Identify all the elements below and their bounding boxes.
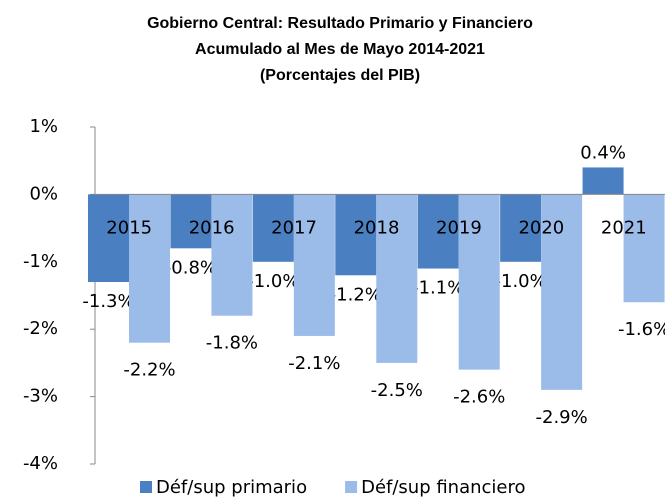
legend-label: Déf/sup financiero [361,477,525,498]
data-label: -2.5% [371,380,423,401]
x-tick-label: 2019 [436,217,482,238]
legend-swatch [345,481,358,493]
bar [417,194,459,269]
data-label: -2.9% [536,407,588,428]
chart-title: (Porcentajes del PIB) [260,67,420,84]
legend-swatch [140,481,152,493]
data-label: -1.3% [82,291,134,312]
y-tick-label: 0% [29,183,58,204]
y-tick-label: -3% [23,386,58,407]
bar [211,194,253,316]
data-label: -2.1% [288,353,340,374]
bar [541,194,583,390]
bar [170,194,212,249]
x-tick-label: 2020 [518,217,564,238]
y-tick-label: -4% [23,453,58,474]
x-tick-label: 2016 [189,217,235,238]
data-label: -1.2% [330,284,382,305]
bar [293,194,335,336]
data-label: 0.4% [580,142,626,163]
data-label: -2.2% [123,360,175,381]
legend-label: Déf/sup primario [156,477,307,498]
bar [335,194,377,276]
bar [582,167,624,195]
bar [88,194,129,283]
bar [252,194,294,262]
bar [376,194,418,363]
y-tick-label: -1% [23,251,58,272]
data-label: -1.8% [206,333,258,354]
x-tick-label: 2015 [106,217,152,238]
data-label: -1.0% [247,271,299,292]
data-label: -2.6% [453,387,505,408]
x-tick-label: 2017 [271,217,317,238]
y-tick-label: -2% [23,318,58,339]
x-tick-label: 2018 [354,217,400,238]
chart-title: Acumulado al Mes de Mayo 2014-2021 [195,41,485,58]
data-label: -1.0% [495,271,547,292]
bar [500,194,542,262]
data-label: -1.1% [412,278,464,299]
bar [458,194,500,370]
chart-title: Gobierno Central: Resultado Primario y F… [147,15,533,32]
data-label: -1.6% [618,319,665,340]
x-tick-label: 2021 [601,217,647,238]
bar [129,194,170,343]
data-label: -0.8% [165,257,217,278]
bar [623,194,665,303]
y-tick-label: 1% [29,116,58,137]
